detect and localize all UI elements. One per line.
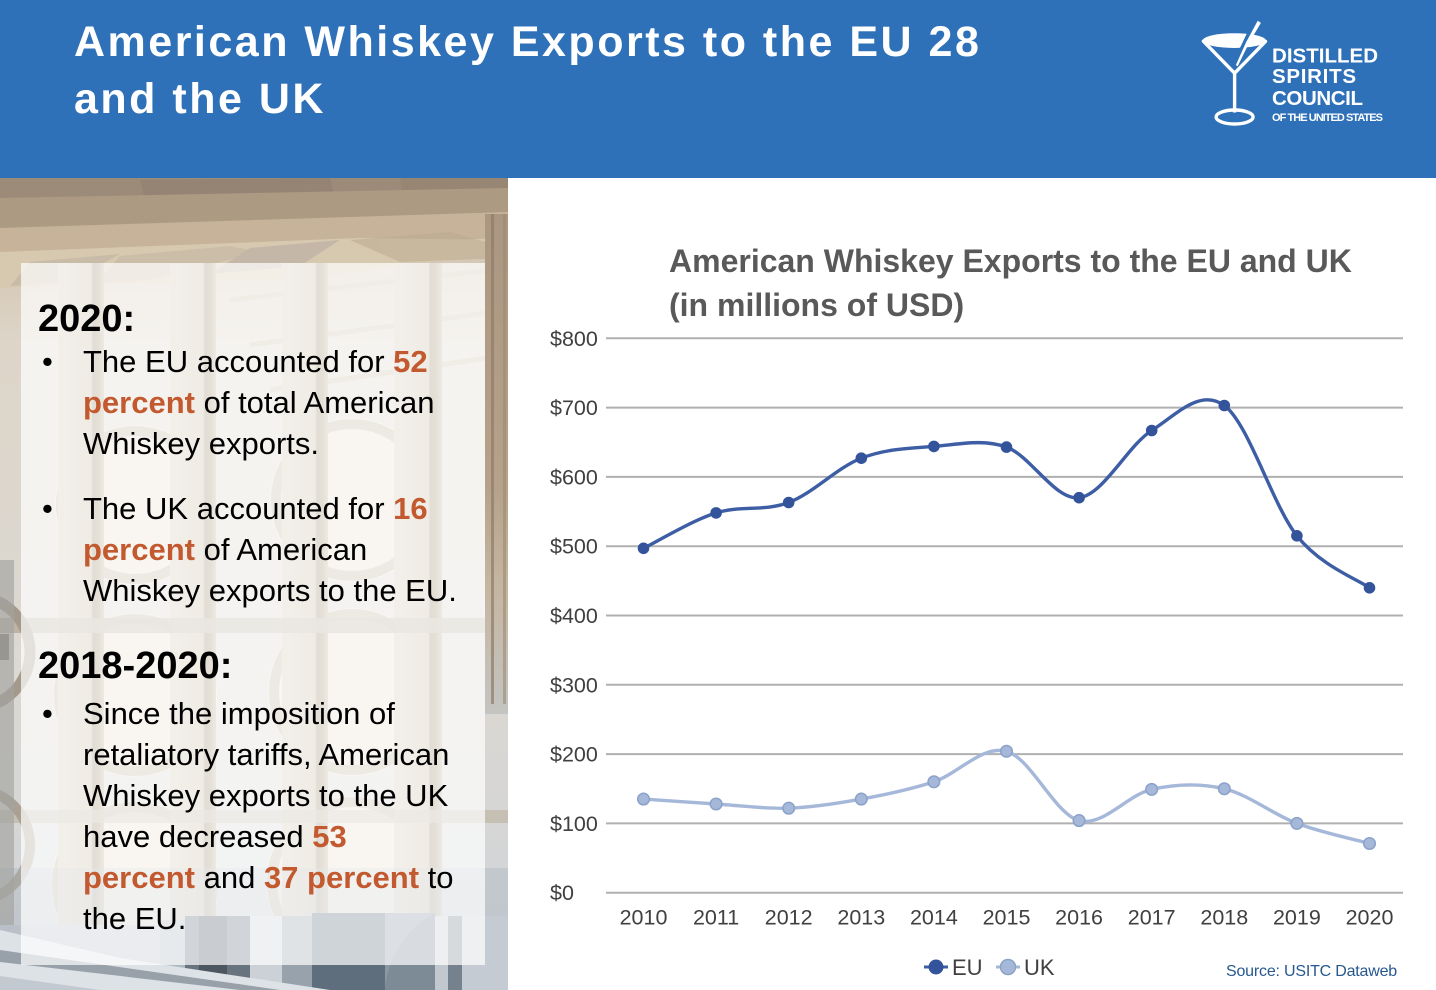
- svg-text:(in millions of USD): (in millions of USD): [669, 287, 964, 323]
- svg-text:2014: 2014: [910, 906, 958, 930]
- svg-text:UK: UK: [1024, 955, 1055, 980]
- svg-text:2015: 2015: [983, 906, 1031, 930]
- svg-text:2018: 2018: [1200, 906, 1248, 930]
- svg-text:2011: 2011: [693, 906, 739, 930]
- svg-text:2012: 2012: [765, 906, 813, 930]
- svg-text:$800: $800: [550, 327, 598, 351]
- svg-text:American Whiskey Exports to th: American Whiskey Exports to the EU and U…: [669, 243, 1352, 279]
- svg-text:2019: 2019: [1273, 906, 1321, 930]
- svg-text:$500: $500: [550, 535, 598, 559]
- svg-text:$700: $700: [550, 396, 598, 420]
- svg-text:DISTILLED: DISTILLED: [1272, 45, 1378, 68]
- svg-text:SPIRITS: SPIRITS: [1272, 65, 1356, 88]
- svg-text:$400: $400: [550, 604, 598, 628]
- svg-text:COUNCIL: COUNCIL: [1272, 87, 1363, 110]
- svg-text:2020: 2020: [1346, 906, 1394, 930]
- svg-text:2013: 2013: [837, 906, 885, 930]
- svg-text:2010: 2010: [620, 906, 668, 930]
- svg-text:2017: 2017: [1128, 906, 1176, 930]
- svg-text:$600: $600: [550, 465, 598, 489]
- svg-text:EU: EU: [952, 955, 983, 980]
- svg-text:$0: $0: [550, 881, 574, 905]
- svg-text:Source: USITC Dataweb: Source: USITC Dataweb: [1226, 963, 1397, 980]
- svg-text:2016: 2016: [1055, 906, 1103, 930]
- svg-text:$100: $100: [550, 812, 598, 836]
- svg-text:OF THE UNITED STATES: OF THE UNITED STATES: [1272, 112, 1383, 124]
- svg-text:$300: $300: [550, 673, 598, 697]
- svg-text:$200: $200: [550, 743, 598, 767]
